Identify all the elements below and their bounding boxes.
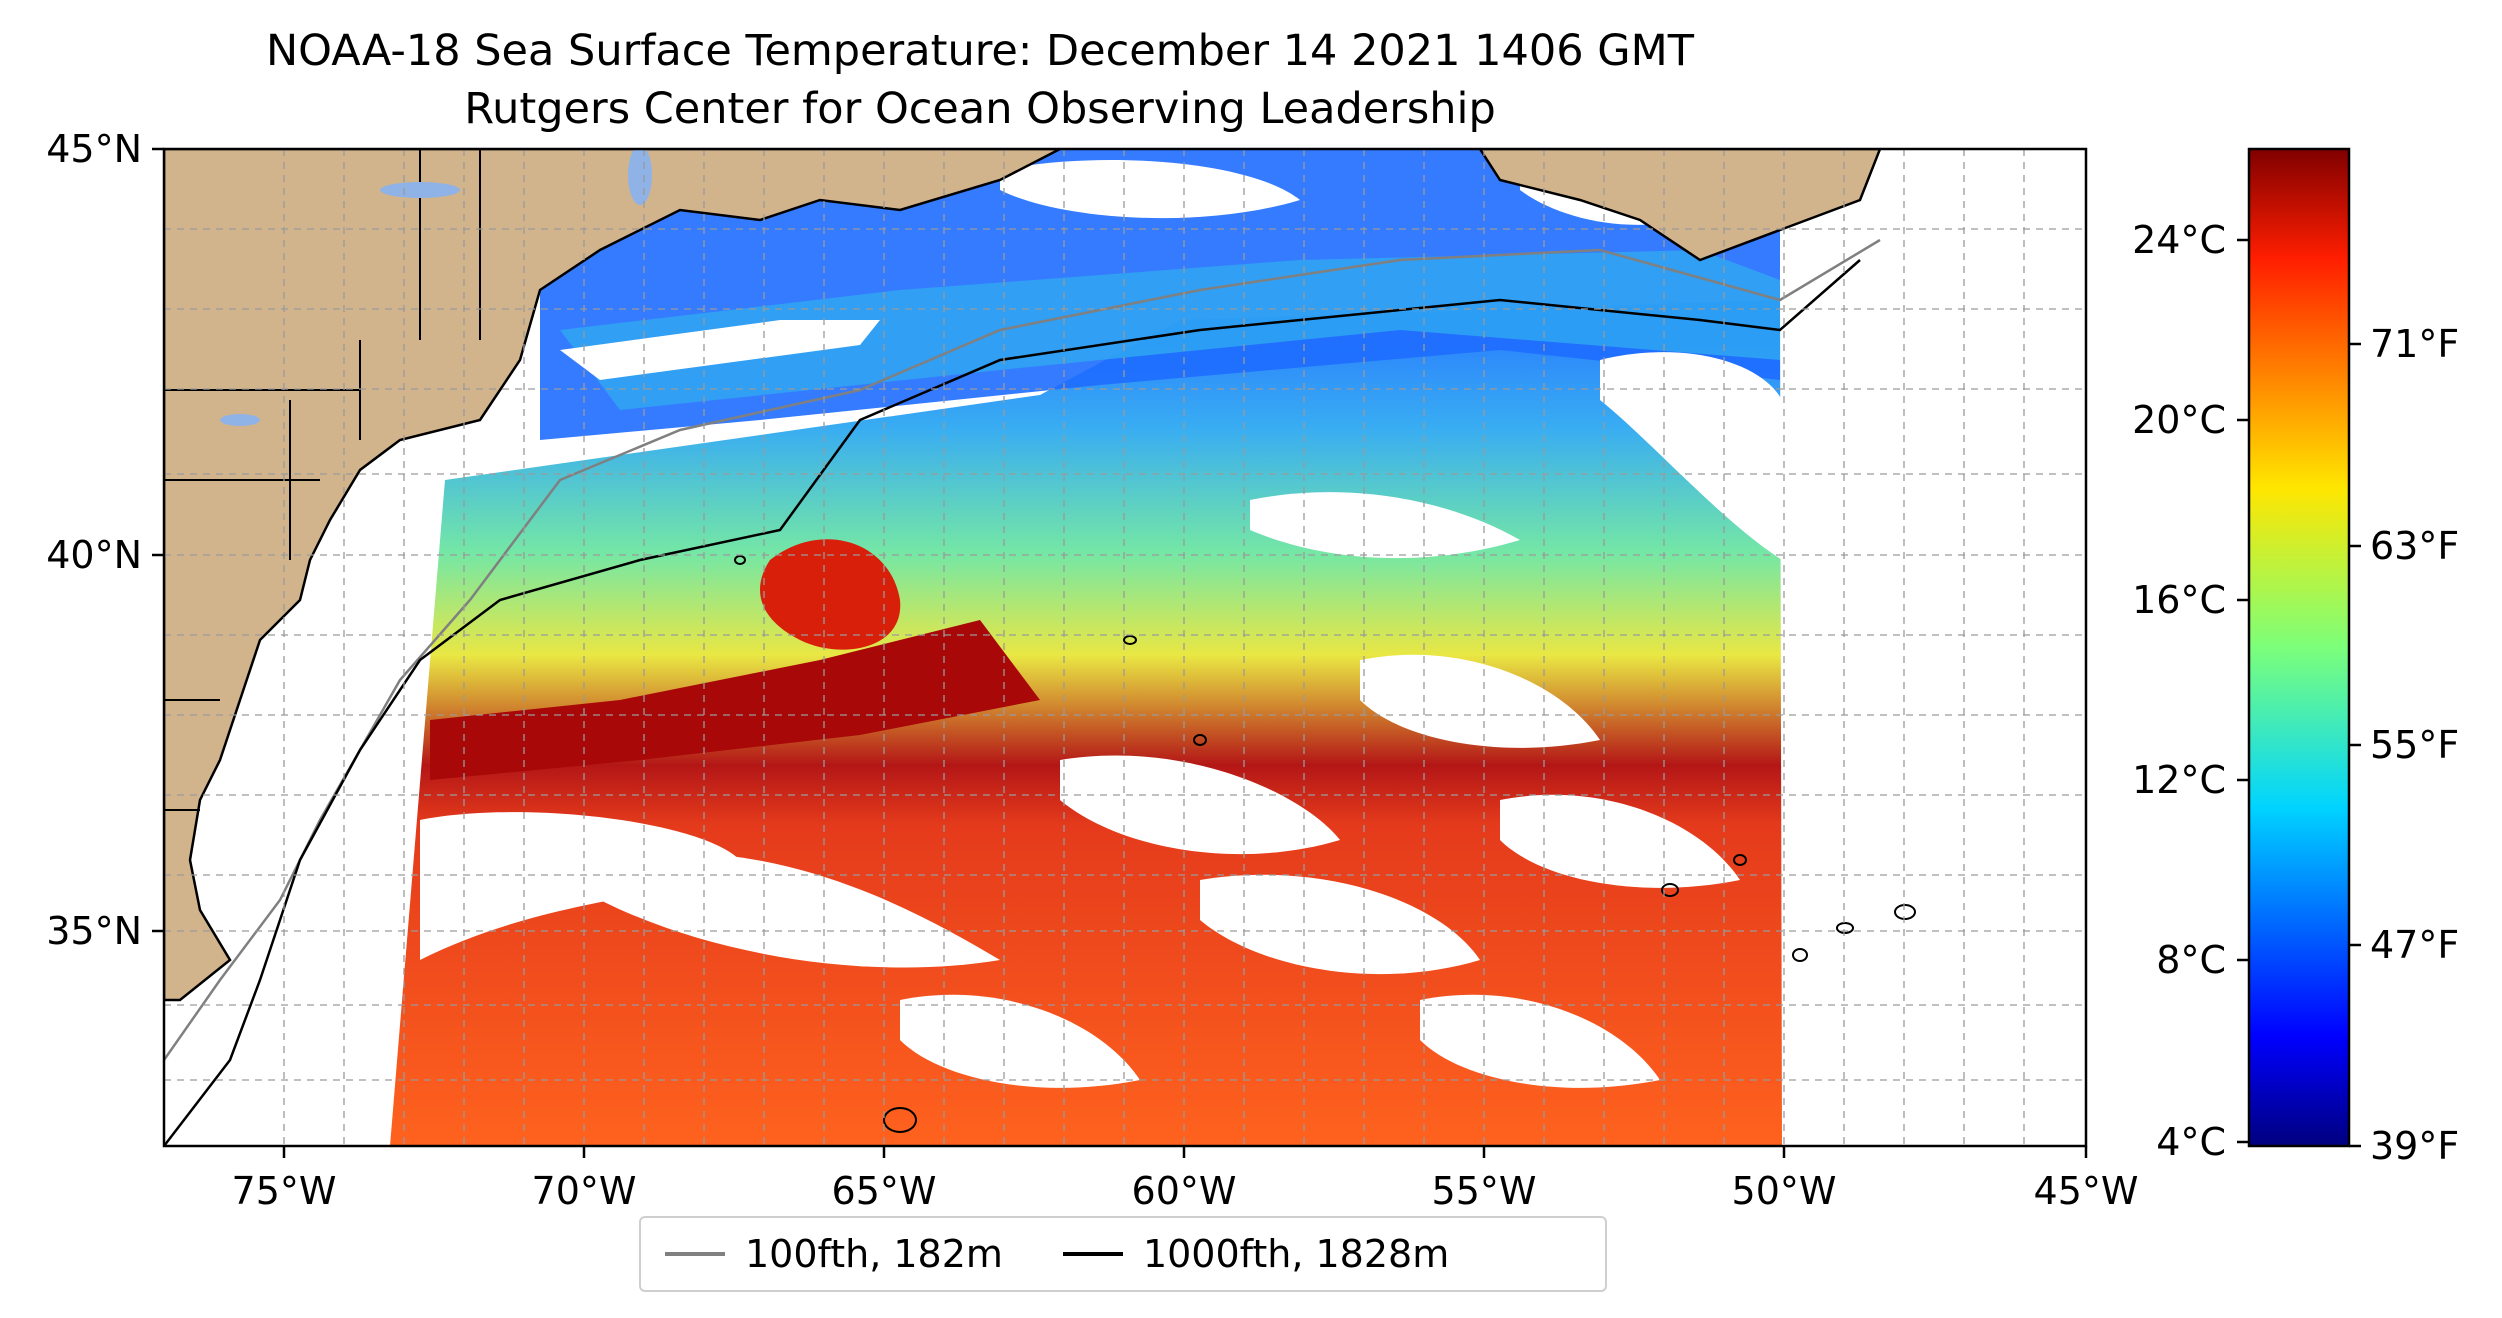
warm-eddy — [760, 539, 901, 650]
legend-item-1000fth: 1000fth, 1828m — [1062, 1232, 1450, 1276]
contour-100fth — [164, 238, 1881, 1061]
seamount-contours — [734, 555, 1916, 1133]
colorbar-fahrenheit-label: 63°F — [2370, 524, 2459, 568]
lat-tick-label: 35°N — [46, 909, 142, 953]
lon-tick-label: 60°W — [1132, 1169, 1237, 1213]
land-mass — [164, 149, 1882, 1002]
colorbar-fahrenheit-label: 55°F — [2370, 723, 2459, 767]
map-canvas — [164, 149, 2086, 1146]
colorbar-celsius-label: 16°C — [2132, 578, 2226, 622]
legend-label: 100fth, 182m — [745, 1232, 1003, 1276]
colorbar-fahrenheit-label: 71°F — [2370, 322, 2459, 366]
lon-tick-label: 65°W — [832, 1169, 937, 1213]
lon-tick-label: 50°W — [1732, 1169, 1837, 1213]
map-gridlines — [164, 149, 2086, 1146]
colorbar-fahrenheit-label: 39°F — [2370, 1124, 2459, 1168]
colorbar-celsius-label: 8°C — [2156, 938, 2226, 982]
legend-line-black — [1062, 1252, 1123, 1256]
gulf-stream-warm-core — [430, 620, 1040, 780]
legend: 100fth, 182m 1000fth, 1828m — [639, 1216, 1607, 1292]
map-subtitle: Rutgers Center for Ocean Observing Leade… — [464, 84, 1496, 134]
colorbar-fahrenheit-label: 47°F — [2370, 923, 2459, 967]
inland-water — [220, 149, 652, 426]
colorbar-tick-marks — [2237, 238, 2361, 1148]
contour-1000fth — [164, 259, 1861, 1146]
legend-label: 1000fth, 1828m — [1142, 1232, 1450, 1276]
lon-tick-marks — [282, 1146, 2088, 1158]
lon-tick-label: 45°W — [2034, 1169, 2139, 1213]
legend-item-100fth: 100fth, 182m — [665, 1232, 1003, 1276]
legend-line-gray — [665, 1252, 725, 1256]
lat-tick-label: 40°N — [46, 533, 142, 577]
lon-tick-label: 55°W — [1432, 1169, 1537, 1213]
colorbar — [2247, 147, 2351, 1148]
colorbar-celsius-label: 4°C — [2156, 1120, 2226, 1164]
colorbar-celsius-label: 24°C — [2132, 218, 2226, 262]
state-borders — [164, 149, 481, 811]
lat-tick-marks — [152, 147, 164, 933]
lon-tick-label: 75°W — [232, 1169, 337, 1213]
map-title: NOAA-18 Sea Surface Temperature: Decembe… — [266, 26, 1694, 76]
lat-tick-label: 45°N — [46, 127, 142, 171]
colorbar-celsius-label: 20°C — [2132, 398, 2226, 442]
colorbar-celsius-label: 12°C — [2132, 758, 2226, 802]
map-frame — [162, 147, 2088, 1148]
lon-tick-label: 70°W — [532, 1169, 637, 1213]
